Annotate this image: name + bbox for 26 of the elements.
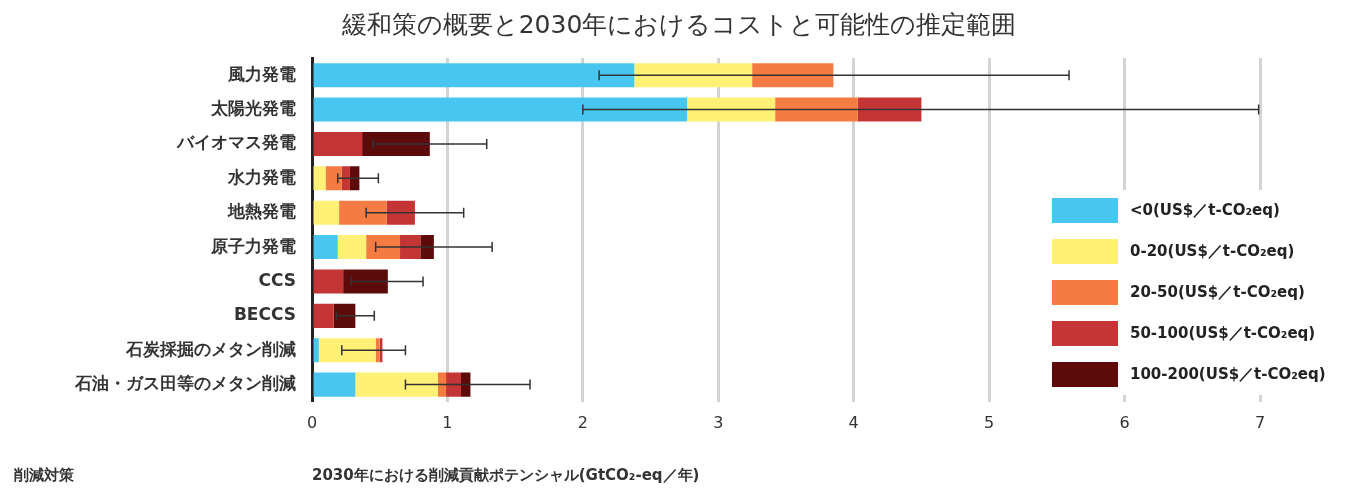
legend-label: 0-20(US$／t-CO₂eq) — [1130, 242, 1295, 261]
x-tick-label: 4 — [848, 412, 859, 432]
y-tick-label: 原子力発電 — [210, 235, 296, 256]
y-tick-label: 石炭採掘のメタン削減 — [125, 338, 296, 359]
y-tick-label: 太陽光発電 — [210, 97, 296, 118]
x-axis-title: 2030年における削減貢献ポテンシャル(GtCO₂-eq／年) — [312, 466, 700, 485]
legend-label: 50-100(US$／t-CO₂eq) — [1130, 324, 1316, 343]
legend-label: 100-200(US$／t-CO₂eq) — [1130, 365, 1326, 384]
y-tick-label: バイオマス発電 — [176, 132, 296, 153]
y-tick-label: BECCS — [233, 304, 296, 325]
x-tick-label: 3 — [713, 412, 724, 432]
x-tick-label: 6 — [1119, 412, 1130, 432]
x-tick-label: 2 — [577, 412, 588, 432]
legend-label: 20-50(US$／t-CO₂eq) — [1130, 283, 1305, 302]
x-tick-label: 7 — [1254, 412, 1266, 432]
legend-label: <0(US$／t-CO₂eq) — [1130, 201, 1280, 220]
y-tick-label: 地熱発電 — [227, 201, 296, 222]
y-tick-label: 風力発電 — [227, 63, 296, 84]
x-tick-label: 1 — [442, 412, 453, 432]
y-axis-title: 削減対策 — [14, 466, 74, 485]
y-tick-label: 水力発電 — [227, 166, 296, 187]
x-tick-label: 0 — [306, 412, 318, 432]
y-tick-label: 石油・ガス田等のメタン削減 — [74, 373, 296, 394]
chart-title: 緩和策の概要と2030年におけるコストと可能性の推定範囲 — [340, 9, 1018, 41]
x-tick-label: 5 — [984, 412, 995, 432]
y-tick-label: CCS — [258, 269, 296, 290]
